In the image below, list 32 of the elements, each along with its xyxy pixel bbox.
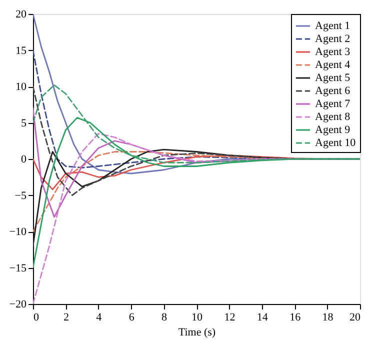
x-tick-label: 6 [128, 312, 135, 324]
y-tick-label: 20 [16, 8, 27, 20]
y-tick-label: 5 [21, 117, 27, 130]
legend-label: Agent 9 [315, 124, 351, 136]
legend-label: Agent 6 [315, 85, 351, 97]
x-tick-label: 12 [224, 312, 236, 324]
legend-label: Agent 5 [315, 72, 351, 84]
x-tick-label: 8 [162, 312, 168, 324]
legend-label: Agent 8 [315, 111, 351, 123]
x-tick-label: 10 [192, 312, 203, 324]
legend-label: Agent 1 [315, 20, 350, 32]
x-axis-title: Time (s) [178, 326, 216, 338]
legend-label: Agent 2 [315, 33, 350, 45]
y-tick-label: 0 [21, 154, 27, 166]
x-tick-label: 18 [322, 312, 334, 324]
y-tick-label: 10 [16, 81, 27, 93]
x-tick-label: 2 [63, 312, 69, 324]
x-tick-label: 0 [34, 312, 40, 324]
y-tick-label: −15 [9, 262, 27, 274]
legend-label: Agent 7 [315, 98, 351, 110]
x-tick-label: 16 [290, 312, 302, 324]
line-series [33, 84, 360, 164]
legend-label: Agent 10 [315, 137, 356, 149]
y-tick-label: −5 [14, 190, 27, 202]
x-tick-label: 4 [96, 312, 102, 324]
x-tick-label: 20 [350, 312, 361, 324]
x-tick-label: 14 [256, 312, 268, 324]
y-tick-label: 15 [16, 44, 27, 57]
legend-label: Agent 3 [315, 46, 351, 58]
y-tick-label: −10 [9, 226, 27, 238]
y-tick-label: −20 [9, 298, 27, 310]
legend-label: Agent 4 [315, 59, 351, 71]
